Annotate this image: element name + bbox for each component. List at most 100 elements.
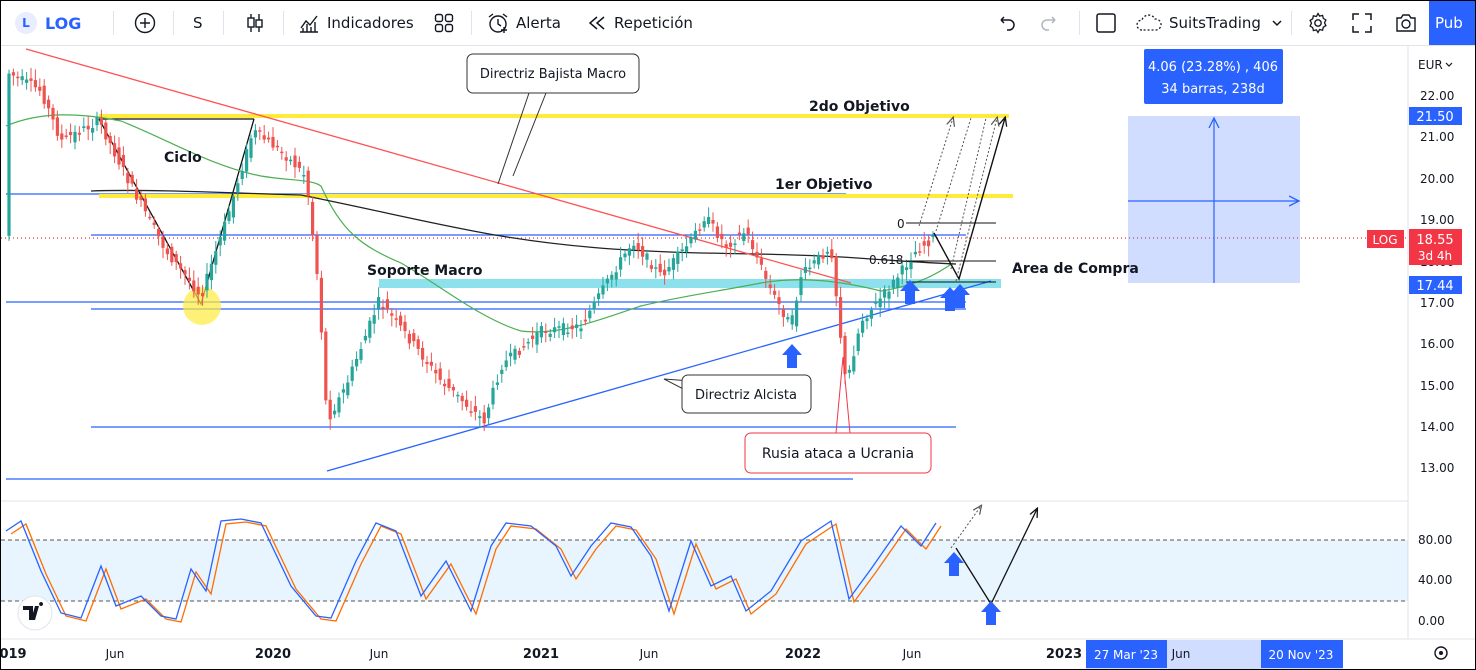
candle-body <box>553 327 557 333</box>
candle-body <box>82 126 86 129</box>
chart-type-button[interactable] <box>243 1 267 45</box>
candle-body <box>359 348 363 360</box>
candle-body <box>341 389 345 393</box>
time-axis[interactable]: 019Jun2020Jun2021Jun2022Jun2023Jun4 27 M… <box>1 640 1343 669</box>
candle-body <box>786 317 790 320</box>
price-candles <box>7 67 935 432</box>
toolbar-divider <box>1079 11 1080 35</box>
templates-button[interactable] <box>432 1 456 45</box>
candle-body <box>649 265 653 269</box>
blue-up-arrows <box>782 280 970 368</box>
osc-tick: 40.00 <box>1418 573 1452 587</box>
candle-body <box>394 318 398 320</box>
price-tick: 17.00 <box>1420 296 1454 310</box>
candle-body <box>381 306 385 309</box>
redo-button[interactable] <box>1039 1 1061 45</box>
candle-body <box>443 383 447 387</box>
candle-body <box>680 249 684 252</box>
candle-body <box>724 244 728 248</box>
candle-body <box>99 118 103 125</box>
rewind-icon <box>586 12 608 34</box>
screenshot-button[interactable] <box>1394 1 1418 45</box>
candle-body <box>399 315 403 326</box>
symbol-tag-text: LOG <box>1372 233 1397 247</box>
chart-settings-button[interactable] <box>1434 646 1448 660</box>
alert-label: Alerta <box>516 14 561 32</box>
directriz-alcista-label: Directriz Alcista <box>695 388 797 403</box>
target-price-badge: 21.50 <box>1409 107 1462 125</box>
candle-body <box>346 382 350 396</box>
candle-body <box>746 227 750 235</box>
price-tick: 19.00 <box>1420 213 1454 227</box>
rusia-callout[interactable]: Rusia ataca a Ucrania <box>744 356 932 474</box>
price-axis[interactable]: EUR 22.0021.0020.0019.0018.0017.0016.001… <box>1418 58 1454 475</box>
candle-body <box>663 269 667 276</box>
candle-body <box>799 277 803 296</box>
candle-body <box>280 151 284 154</box>
candle-body <box>817 254 821 265</box>
candle-body <box>887 291 891 299</box>
indicators-button[interactable]: Indicadores <box>297 1 414 45</box>
time-tick: Jun <box>902 647 922 661</box>
candle-body <box>315 235 319 274</box>
layout-save-button[interactable]: SuitsTrading <box>1135 1 1283 45</box>
candle-body <box>460 395 464 402</box>
candle-body <box>729 242 733 247</box>
candle-body <box>720 233 724 240</box>
symbol-search[interactable]: L LOG <box>15 1 81 45</box>
candle-body <box>465 399 469 407</box>
candle-body <box>126 172 130 184</box>
toolbar-divider <box>173 11 174 35</box>
oscillator-axis[interactable]: 80.00 40.00 0.00 <box>1418 533 1452 628</box>
settings-button[interactable] <box>1306 1 1330 45</box>
time-tick: 2022 <box>785 647 821 662</box>
low-price-badge: 17.44 <box>1409 276 1462 294</box>
candle-body <box>51 107 55 120</box>
badge-countdown-text: 3d 4h <box>1418 249 1452 263</box>
candle-body <box>737 232 741 235</box>
chart-canvas[interactable]: 0 0.618 4.06 (23.28%) , 406 34 barras, 2… <box>1 45 1476 670</box>
undo-button[interactable] <box>995 1 1017 45</box>
compare-button[interactable] <box>133 1 157 45</box>
fullscreen-button[interactable] <box>1351 1 1373 45</box>
price-tick: 20.00 <box>1420 172 1454 186</box>
candle-body <box>284 157 288 161</box>
candle-body <box>627 248 631 256</box>
directriz-bajista-callout[interactable]: Directriz Bajista Macro <box>466 53 640 185</box>
price-tick: 21.00 <box>1420 130 1454 144</box>
alert-button[interactable]: Alerta <box>486 1 561 45</box>
candle-body <box>830 249 834 259</box>
indicators-label: Indicadores <box>327 14 414 32</box>
candle-body <box>702 221 706 228</box>
candle-body <box>773 290 777 295</box>
directriz-alcista-callout[interactable]: Directriz Alcista <box>663 374 812 414</box>
candle-body <box>671 258 675 270</box>
interval-button[interactable]: S <box>193 1 203 45</box>
candle-body <box>592 301 596 310</box>
candle-body <box>240 171 244 179</box>
candle-body <box>561 323 565 336</box>
replay-button[interactable]: Repetición <box>586 1 693 45</box>
candle-body <box>825 251 829 254</box>
tradingview-logo[interactable] <box>17 595 53 631</box>
indicators-icon <box>297 11 321 35</box>
candle-body <box>33 80 37 88</box>
candle-body <box>135 188 139 200</box>
oscillator-arrows <box>944 552 1001 625</box>
publish-button[interactable]: Pub <box>1429 1 1475 45</box>
candle-body <box>865 318 869 322</box>
layout-button[interactable] <box>1095 1 1117 45</box>
time-tick: 2023 <box>1046 647 1082 662</box>
candle-body <box>42 85 46 104</box>
candle-body <box>403 321 407 332</box>
candle-body <box>500 369 504 375</box>
candle-body <box>451 387 455 391</box>
candle-body <box>275 145 279 148</box>
camera-icon <box>1394 11 1418 35</box>
candle-body <box>218 237 222 246</box>
candle-body <box>759 258 763 265</box>
candle-body <box>209 263 213 281</box>
candle-body <box>148 216 152 219</box>
candle-body <box>253 130 257 138</box>
candle-body <box>847 369 851 373</box>
